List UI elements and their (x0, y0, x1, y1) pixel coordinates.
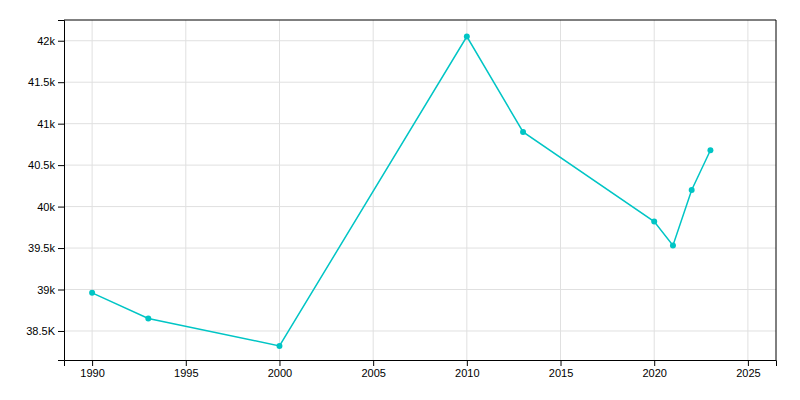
y-tick-label: 39k (37, 284, 55, 296)
x-tick: 2015 (549, 360, 573, 379)
x-tick-label: 1995 (174, 367, 198, 379)
y-tick: 41k (37, 118, 64, 130)
x-tick-label: 2005 (361, 367, 385, 379)
point (276, 343, 282, 349)
x-axis: 1990 1995 2000 2005 2010 2015 2020 2025 (65, 360, 777, 379)
plot-area: 1990 1995 2000 2005 2010 2015 2020 2025 38.5K 39k… (26, 20, 776, 379)
frame (776, 20, 777, 360)
x-tick-mark (748, 360, 749, 366)
grid-line (64, 330, 776, 331)
grid-line (64, 82, 776, 83)
y-tick-label: 39.5k (28, 242, 55, 254)
point (651, 219, 657, 225)
y-tick-mark (58, 331, 64, 332)
x-tick-mark (654, 360, 655, 366)
point (520, 129, 526, 135)
y-tick-mark (58, 124, 64, 125)
y-tick-mark (58, 290, 64, 291)
y-tick-mark (58, 248, 64, 249)
point (89, 290, 95, 296)
y-tick: 39k (37, 284, 64, 296)
y-tick-mark (58, 207, 64, 208)
x-tick: 1995 (174, 360, 198, 379)
y-tick: 39.5k (28, 242, 64, 254)
x-tick-mark (279, 360, 280, 366)
grid (64, 20, 776, 360)
frame (64, 20, 776, 21)
y-tick: 41.5k (28, 76, 64, 88)
grid-line (747, 20, 748, 360)
y-tick: 42k (37, 35, 64, 47)
y-tick-mark (58, 41, 64, 42)
grid-line (64, 123, 776, 124)
y-tick-label: 42k (37, 35, 55, 47)
grid-line (64, 248, 776, 249)
y-tick-label: 41k (37, 118, 55, 130)
x-tick: 2020 (642, 360, 666, 379)
x-tick: 2005 (361, 360, 385, 379)
y-axis-line (58, 21, 65, 361)
grid-line (64, 165, 776, 166)
x-tick: 1990 (80, 360, 104, 379)
grid-line (654, 20, 655, 360)
x-tick: 2010 (455, 360, 479, 379)
x-tick: 2000 (268, 360, 292, 379)
y-tick-label: 41.5k (28, 76, 55, 88)
y-tick: 40.5k (28, 159, 64, 171)
x-tick-mark (186, 360, 187, 366)
x-tick-label: 2015 (549, 367, 573, 379)
x-tick-label: 2025 (736, 367, 760, 379)
x-tick-label: 2020 (642, 367, 666, 379)
grid-line (64, 206, 776, 207)
grid-line (185, 20, 186, 360)
x-tick-mark (373, 360, 374, 366)
x-tick: 2025 (736, 360, 760, 379)
y-tick: 40k (37, 201, 64, 213)
y-tick-label: 40k (37, 201, 55, 213)
x-axis-line (65, 361, 777, 367)
x-tick-label: 2010 (455, 367, 479, 379)
point (689, 187, 695, 193)
x-tick-label: 1990 (80, 367, 104, 379)
grid-line (64, 40, 776, 41)
grid-line (92, 20, 93, 360)
grid-line (279, 20, 280, 360)
y-axis: 38.5K 39k 39.5k 40k 40.5k 41k 41.5k 42k (26, 21, 64, 361)
point (707, 147, 713, 153)
chart: 1990 1995 2000 2005 2010 2015 2020 2025 38.5K 39k… (0, 0, 800, 400)
point (670, 243, 676, 249)
point (145, 316, 151, 322)
point (464, 34, 470, 40)
y-tick-label: 40.5k (28, 159, 55, 171)
grid-line (466, 20, 467, 360)
y-tick-mark (58, 165, 64, 166)
x-tick-label: 2000 (268, 367, 292, 379)
grid-line (560, 20, 561, 360)
line (92, 37, 710, 346)
x-tick-mark (467, 360, 468, 366)
grid-line (64, 289, 776, 290)
y-tick: 38.5K (26, 325, 64, 337)
marks (89, 34, 713, 349)
x-tick-mark (92, 360, 93, 366)
y-tick-label: 38.5K (26, 325, 55, 337)
y-tick-mark (58, 82, 64, 83)
x-tick-mark (561, 360, 562, 366)
